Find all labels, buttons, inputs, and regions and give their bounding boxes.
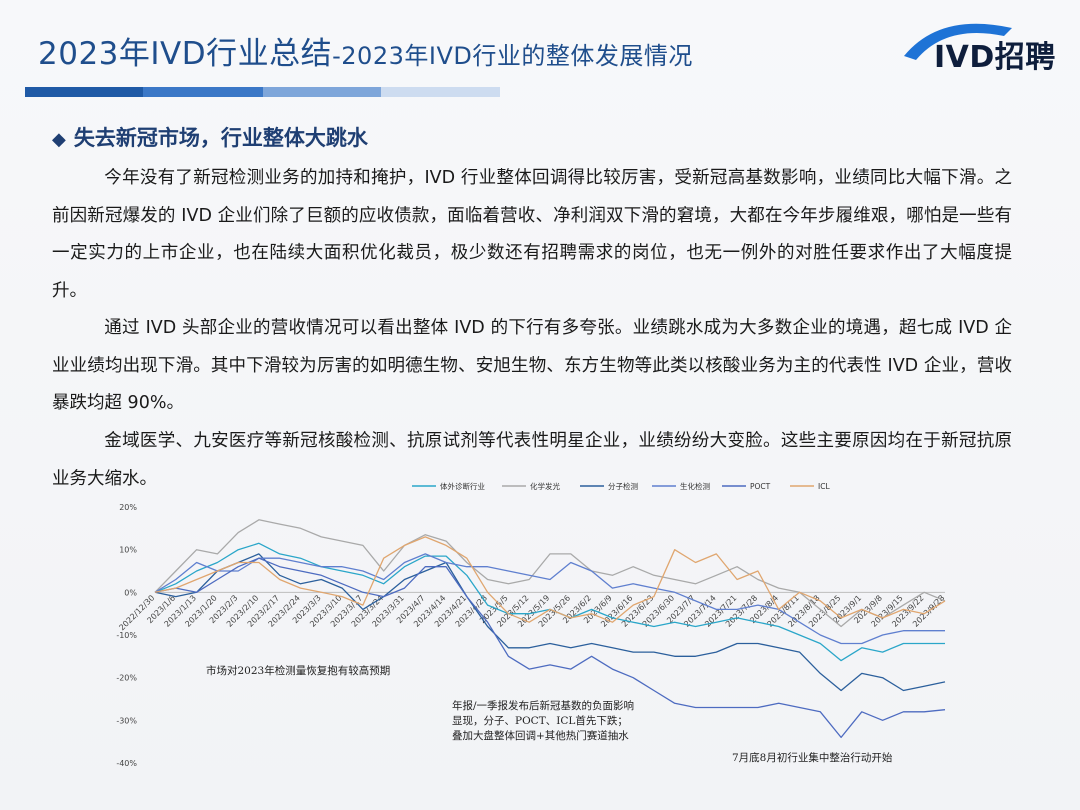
legend-label: 体外诊断行业 [440, 481, 485, 491]
page-title: 2023年IVD行业总结-2023年IVD行业的整体发展情况 [38, 28, 693, 73]
industry-index-chart: 20% 10% 0% -10% -20% -30% -40% 2022/12/30 2023/1… [100, 470, 1080, 800]
series-line-4 [154, 557, 946, 739]
legend-label: POCT [750, 482, 771, 491]
diamond-bullet-icon: ◆ [52, 129, 66, 150]
chart-annotation: 显现，分子、POCT、ICL首先下跌； [452, 714, 628, 727]
paragraph-2: 通过 IVD 头部企业的营收情况可以看出整体 IVD 的下行有多夸张。业绩跳水成… [52, 318, 1012, 413]
line-chart: 20%10%0%-10%-20%-30%-40%2022/12/302023/1… [116, 481, 946, 768]
logo-text: IVD招聘 [934, 40, 1056, 75]
legend-label: 分子检测 [608, 481, 638, 491]
legend-label: 化学发光 [530, 481, 560, 491]
series-line-2 [154, 553, 946, 692]
y-tick-label: 10% [119, 546, 137, 555]
chart-annotation: 年报/一季报发布后新冠基数的负面影响 [452, 699, 634, 712]
legend-label: ICL [818, 482, 830, 491]
chart-annotation: 7月底8月初行业集中整治行动开始 [732, 751, 893, 764]
title-bar-seg-3 [263, 87, 381, 97]
section-heading-text: 失去新冠市场，行业整体大跳水 [73, 126, 368, 150]
logo-arc-icon [904, 23, 1012, 60]
paragraph-3: 金域医学、九安医疗等新冠核酸检测、抗原试剂等代表性明星企业，业绩纷纷大变脸。这些… [52, 431, 1012, 489]
y-tick-label: -10% [116, 631, 137, 640]
series-line-3 [154, 553, 945, 645]
page-title-main: 2023年IVD行业总结 [38, 36, 333, 72]
logo: IVD招聘 [900, 18, 1065, 75]
title-bar-seg-1 [25, 87, 143, 97]
y-tick-label: -30% [116, 716, 137, 725]
title-bar-seg-4 [381, 87, 500, 97]
chart-annotation: 市场对2023年检测量恢复抱有较高预期 [206, 664, 390, 677]
legend-label: 生化检测 [680, 481, 710, 491]
y-tick-label: -40% [116, 759, 137, 768]
y-tick-label: -20% [116, 674, 137, 683]
title-bar-seg-2 [143, 87, 263, 97]
series-line-1 [154, 519, 946, 628]
chart-annotation: 叠加大盘整体回调+其他热门赛道抽水 [452, 729, 629, 742]
y-tick-label: 20% [119, 503, 137, 512]
page-title-sub: -2023年IVD行业的整体发展情况 [332, 42, 693, 70]
series-line-5 [154, 536, 946, 623]
section-heading: ◆ 失去新冠市场，行业整体大跳水 [52, 122, 368, 152]
y-tick-label: 0% [124, 588, 137, 597]
paragraph-1: 今年没有了新冠检测业务的加持和掩护，IVD 行业整体回调得比较厉害，受新冠高基数… [52, 168, 1012, 301]
